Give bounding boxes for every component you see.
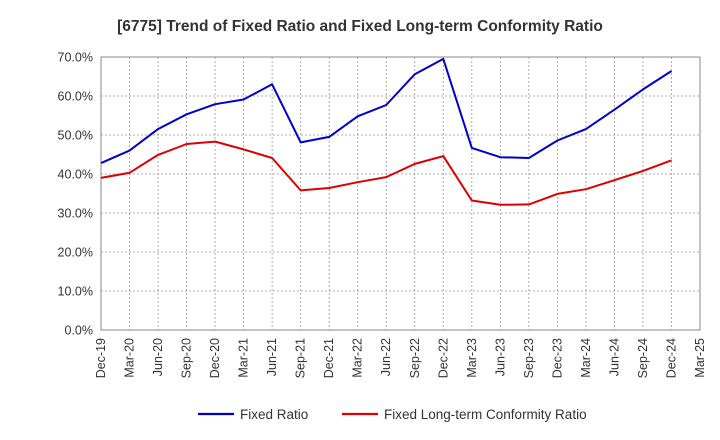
x-tick-label: Mar-23	[465, 338, 479, 378]
x-tick-label: Jun-21	[265, 338, 279, 376]
legend-label: Fixed Long-term Conformity Ratio	[384, 407, 587, 422]
y-tick-label: 40.0%	[58, 168, 93, 182]
plot-area	[100, 56, 701, 331]
x-tick-label: Sep-22	[408, 338, 422, 378]
x-tick-label: Dec-23	[550, 338, 564, 378]
y-tick-label: 10.0%	[58, 285, 93, 299]
chart-title: [6775] Trend of Fixed Ratio and Fixed Lo…	[117, 18, 603, 35]
y-tick-label: 20.0%	[58, 246, 93, 260]
x-tick-label: Dec-24	[664, 338, 678, 378]
y-tick-label: 60.0%	[58, 90, 93, 104]
x-tick-label: Dec-20	[208, 338, 222, 378]
y-axis: 0.0% 10.0% 20.0% 30.0% 40.0% 50.0% 60.0% 70.0%	[58, 51, 93, 338]
x-tick-label: Mar-22	[351, 338, 365, 378]
y-tick-label: 70.0%	[58, 51, 93, 65]
x-tick-label: Dec-19	[94, 338, 108, 378]
x-tick-label: Sep-23	[522, 338, 536, 378]
x-tick-label: Dec-21	[322, 338, 336, 378]
legend-label: Fixed Ratio	[240, 407, 308, 422]
x-tick-label: Mar-21	[237, 338, 251, 378]
y-tick-label: 30.0%	[58, 207, 93, 221]
y-tick-label: 50.0%	[58, 129, 93, 143]
x-axis: Dec-19 Mar-20 Jun-20 Sep-20 Dec-20 Mar-21 Jun-…	[94, 338, 707, 378]
x-tick-label: Jun-24	[607, 338, 621, 376]
x-tick-label: Mar-20	[123, 338, 137, 378]
y-tick-label: 0.0%	[65, 324, 94, 338]
legend: Fixed Ratio Fixed Long-term Conformity Ra…	[198, 407, 587, 422]
x-tick-label: Jun-23	[493, 338, 507, 376]
x-tick-label: Mar-24	[579, 338, 593, 378]
x-tick-label: Dec-22	[436, 338, 450, 378]
x-tick-label: Jun-22	[379, 338, 393, 376]
series-line	[100, 140, 672, 206]
x-tick-label: Sep-24	[636, 338, 650, 378]
grid	[101, 56, 700, 330]
x-tick-label: Sep-20	[180, 338, 194, 378]
x-tick-label: Sep-21	[294, 338, 308, 378]
x-tick-label: Jun-20	[151, 338, 165, 376]
x-tick-label: Mar-25	[693, 338, 707, 378]
series-line	[100, 57, 673, 165]
series	[100, 57, 673, 206]
